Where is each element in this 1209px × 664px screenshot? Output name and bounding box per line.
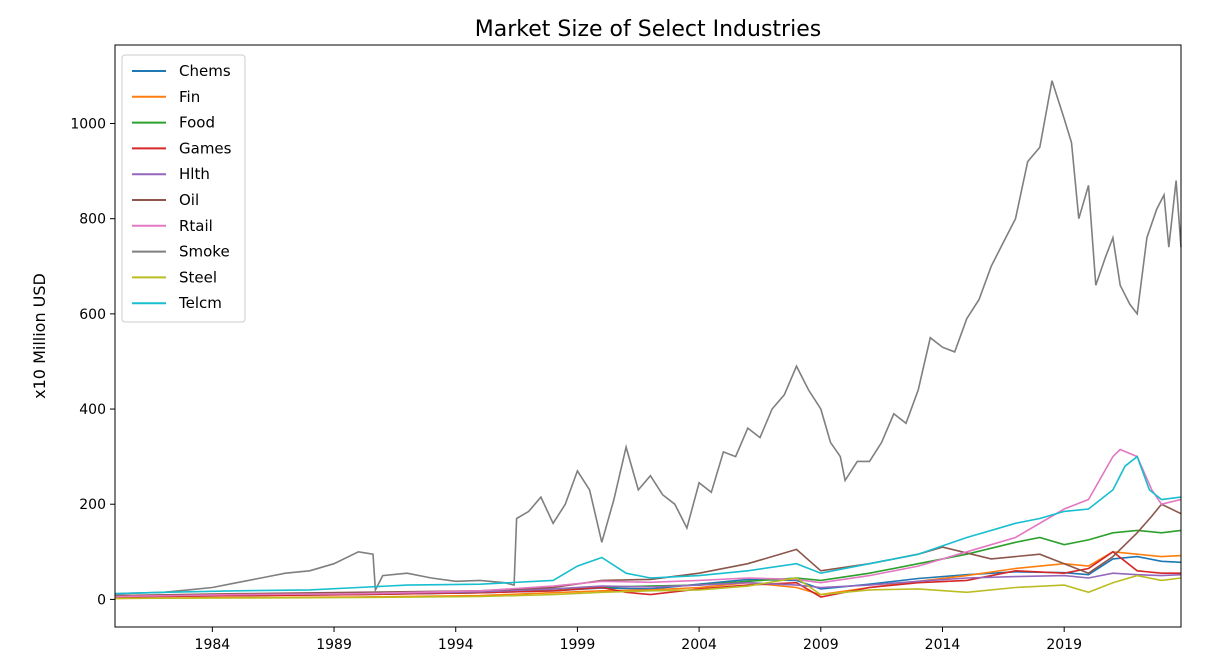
legend-label-smoke: Smoke	[179, 243, 230, 261]
plot-frame	[114, 44, 1182, 628]
x-tick-label: 2019	[1046, 637, 1082, 653]
legend-label-fin: Fin	[179, 88, 200, 106]
y-tick-label: 1000	[70, 117, 106, 133]
x-tick-label: 1984	[195, 637, 231, 653]
series-line-games	[114, 550, 1181, 598]
series-line-steel	[114, 574, 1182, 600]
legend-label-chems: Chems	[179, 62, 231, 80]
series-line-hlth	[114, 572, 1182, 597]
y-tick-label: 200	[79, 497, 106, 513]
x-tick-label: 1994	[438, 637, 474, 653]
series-line-smoke	[114, 80, 1182, 595]
series-line-rtail	[114, 448, 1182, 598]
legend-label-rtail: Rtail	[179, 217, 213, 235]
chart-title: Market Size of Select Industries	[475, 17, 821, 42]
legend: Chems Fin Food Games Hlth Oil Rtail Smoke Steel T…	[121, 54, 246, 323]
y-tick-label: 800	[79, 212, 106, 228]
legend-label-steel: Steel	[179, 268, 217, 286]
legend-label-food: Food	[179, 114, 215, 132]
legend-label-oil: Oil	[179, 191, 199, 209]
x-axis-ticks: 1984 1989 1994 1999 2004 2009 2014 2019	[195, 627, 1082, 653]
y-axis-ticks: 0 200 400 600 800 1000	[70, 117, 115, 608]
x-tick-label: 2004	[681, 637, 717, 653]
x-tick-label: 1999	[560, 637, 596, 653]
y-tick-label: 0	[97, 592, 106, 608]
y-tick-label: 600	[79, 307, 106, 323]
legend-label-hlth: Hlth	[179, 165, 210, 183]
legend-label-games: Games	[179, 139, 232, 157]
x-tick-label: 2014	[925, 637, 961, 653]
y-axis-label: x10 Million USD	[30, 273, 49, 399]
legend-label-telcm: Telcm	[178, 294, 222, 312]
series-lines	[114, 80, 1182, 600]
x-tick-label: 1989	[316, 637, 352, 653]
y-tick-label: 400	[79, 402, 106, 418]
series-line-telcm	[114, 455, 1182, 595]
x-tick-label: 2009	[803, 637, 839, 653]
